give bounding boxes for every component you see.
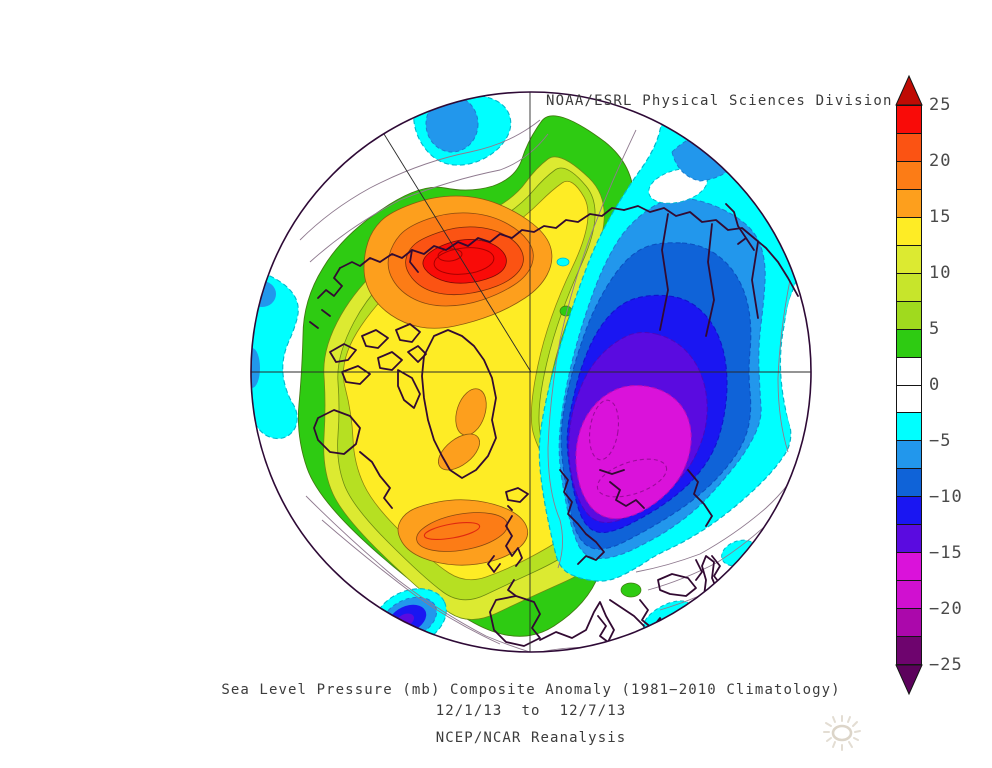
colorbar-tick-label: −15: [929, 543, 963, 563]
colorbar-tick-label: −5: [929, 431, 952, 451]
colorbar-segment: [897, 469, 921, 498]
colorbar-arrow-bottom: [895, 664, 923, 696]
colorbar-segment: [897, 133, 921, 162]
colorbar: [896, 105, 922, 665]
colorbar-tick-label: 15: [929, 207, 952, 227]
coastlines: [309, 203, 799, 647]
colorbar-segment: [897, 581, 921, 610]
graticule-lines: [251, 92, 811, 652]
colorbar-arrow-top: [895, 74, 923, 106]
colorbar-tick-label: −20: [929, 599, 963, 619]
colorbar-segment: [897, 497, 921, 526]
colorbar-segment: [897, 385, 921, 414]
colorbar-segment: [897, 329, 921, 358]
colorbar-segment: [897, 609, 921, 638]
map-rim-circle: [250, 91, 812, 653]
colorbar-segment: [897, 301, 921, 330]
sun-watermark-icon: [823, 715, 861, 751]
colorbar-tick-label: −10: [929, 487, 963, 507]
negative-anomaly-region: [251, 92, 809, 648]
colorbar-segment: [897, 106, 921, 134]
colorbar-segment: [897, 413, 921, 442]
colorbar-segment: [897, 161, 921, 190]
caption-source: NCEP/NCAR Reanalysis: [435, 730, 627, 746]
colorbar-segment: [897, 273, 921, 302]
colorbar-segment: [897, 525, 921, 554]
colorbar-tick-label: 5: [929, 319, 941, 339]
colorbar-tick-label: 10: [929, 263, 952, 283]
colorbar-segment: [897, 217, 921, 246]
colorbar-tick-label: 25: [929, 95, 952, 115]
colorbar-segment: [897, 553, 921, 582]
colorbar-tick-label: 20: [929, 151, 952, 171]
colorbar-tick-label: −25: [929, 655, 963, 675]
colorbar-segment: [897, 637, 921, 665]
colorbar-segment: [897, 245, 921, 274]
credit-text: NOAA/ESRL Physical Sciences Division: [546, 93, 893, 109]
colorbar-segment: [897, 441, 921, 470]
positive-anomaly-region: [297, 115, 807, 637]
caption-daterange: 12/1/13 to 12/7/13: [435, 703, 627, 719]
colorbar-segment: [897, 189, 921, 218]
colorbar-tick-label: 0: [929, 375, 941, 395]
caption-title: Sea Level Pressure (mb) Composite Anomal…: [221, 682, 841, 698]
colorbar-segment: [897, 357, 921, 386]
